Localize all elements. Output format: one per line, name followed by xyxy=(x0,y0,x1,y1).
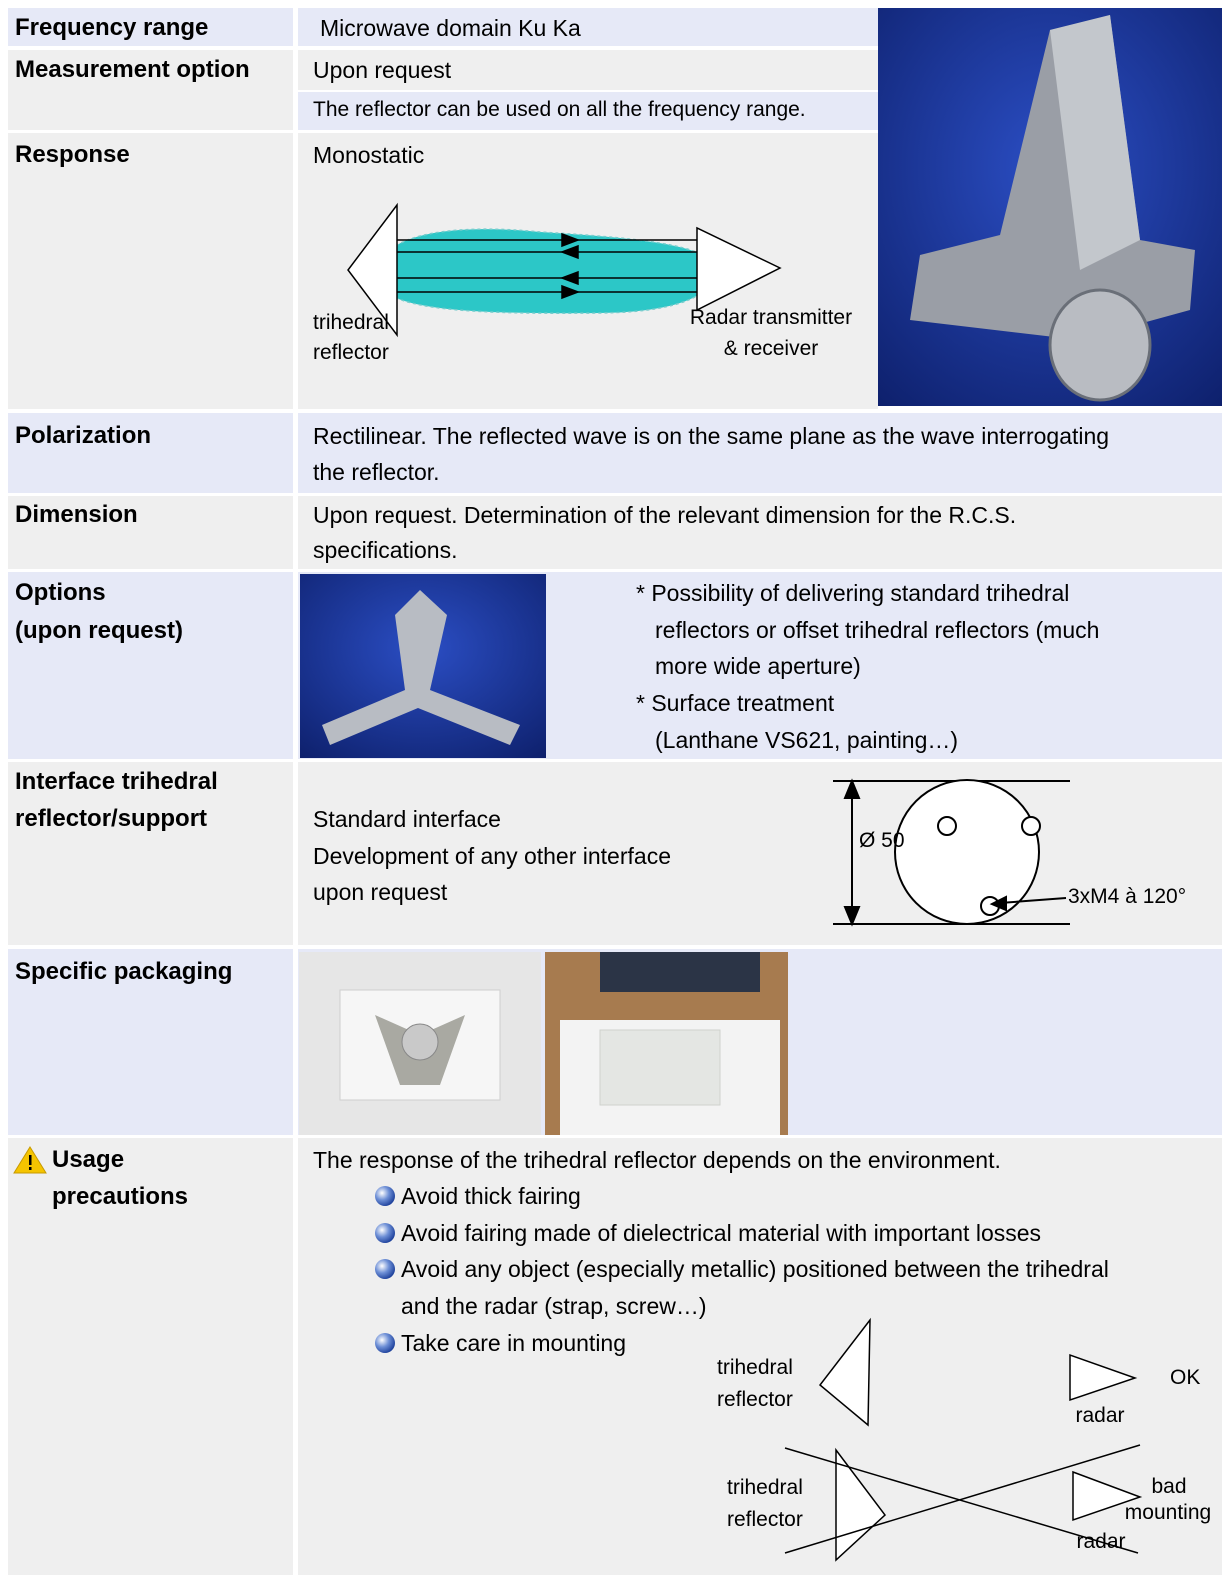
row-label: Specific packaging xyxy=(15,958,233,985)
cell xyxy=(8,762,293,945)
row-label: precautions xyxy=(52,1183,189,1210)
cell xyxy=(298,50,878,90)
diagram-label: reflector xyxy=(727,1508,803,1531)
photo xyxy=(878,8,1222,406)
row-value: The response of the trihedral reflector … xyxy=(313,1147,1001,1173)
row-value: The reflector can be used on all the fre… xyxy=(313,98,806,121)
diagram-label: OK xyxy=(1170,1366,1201,1389)
row-value: (Lanthane VS621, painting…) xyxy=(655,727,959,753)
cell xyxy=(298,762,1222,945)
bullet-icons xyxy=(375,1186,395,1353)
warning-icon xyxy=(13,1146,47,1174)
diagram-label: radar xyxy=(1076,1530,1126,1553)
row-value: Upon request. Determination of the relev… xyxy=(313,502,1017,528)
row-value: Microwave domain Ku Ka xyxy=(320,15,581,41)
row-value: Upon request xyxy=(313,57,452,83)
row-label: Measurement option xyxy=(15,56,250,83)
bullet: and the radar (strap, screw…) xyxy=(401,1293,707,1319)
bullet: Avoid any object (especially metallic) p… xyxy=(401,1256,1109,1282)
row-label: Dimension xyxy=(15,501,138,528)
cell xyxy=(298,413,1222,493)
cell xyxy=(8,413,293,493)
row-value: * Possibility of delivering standard tri… xyxy=(636,580,1070,606)
row-value: specifications. xyxy=(313,537,458,563)
cell xyxy=(8,949,293,1135)
diagram-label: mounting xyxy=(1124,1501,1212,1524)
interface-diagram xyxy=(833,778,1070,927)
diagram-label: radar xyxy=(1075,1404,1125,1427)
diagram-label: reflector xyxy=(313,341,389,364)
row-value: Rectilinear. The reflected wave is on th… xyxy=(313,423,1110,449)
bullet: Avoid fairing made of dielectrical mater… xyxy=(401,1220,1042,1246)
row-value: Standard interface xyxy=(313,806,501,832)
diagram-label: bad xyxy=(1151,1475,1187,1498)
row-label: Interface trihedral xyxy=(15,768,218,795)
row-value: more wide aperture) xyxy=(655,653,861,679)
cell xyxy=(8,496,293,569)
photo xyxy=(299,952,541,1135)
row-value: the reflector. xyxy=(313,459,440,485)
diagram-label: Ø 50 xyxy=(859,829,905,852)
row-label: Options xyxy=(15,579,106,606)
row-label: Polarization xyxy=(15,422,152,449)
response-diagram xyxy=(347,202,782,338)
row-label: Response xyxy=(15,141,130,168)
diagram-label: trihedral xyxy=(313,311,389,334)
bullet: Avoid thick fairing xyxy=(401,1183,581,1209)
row-label: Usage xyxy=(52,1146,125,1173)
row-value: Development of any other interface xyxy=(313,843,671,869)
cell xyxy=(8,133,293,409)
row-value: Monostatic xyxy=(313,142,425,168)
cell xyxy=(8,50,293,130)
cell xyxy=(8,8,293,46)
row-value: * Surface treatment xyxy=(636,690,835,716)
diagram-label: trihedral xyxy=(727,1476,803,1499)
photo xyxy=(300,574,546,758)
row-label: Frequency range xyxy=(15,14,209,41)
cell xyxy=(298,1138,1222,1575)
cell xyxy=(298,92,878,130)
diagram-label: 3xM4 à 120° xyxy=(1068,885,1187,908)
photo xyxy=(545,952,788,1135)
cell xyxy=(298,496,1222,569)
diagram-label: reflector xyxy=(717,1388,793,1411)
cell xyxy=(8,572,293,759)
row-value: upon request xyxy=(313,879,448,905)
mounting-diagram xyxy=(784,1317,1143,1562)
diagram-label: Radar transmitter xyxy=(689,306,853,329)
row-label: reflector/support xyxy=(15,805,208,832)
row-value: reflectors or offset trihedral reflector… xyxy=(655,617,1100,643)
bullet: Take care in mounting xyxy=(401,1330,627,1356)
cell xyxy=(8,1138,293,1575)
diagram-label: trihedral xyxy=(717,1356,793,1379)
row-label: (upon request) xyxy=(15,617,183,644)
cell xyxy=(298,8,878,46)
diagram-label: & receiver xyxy=(723,337,819,360)
